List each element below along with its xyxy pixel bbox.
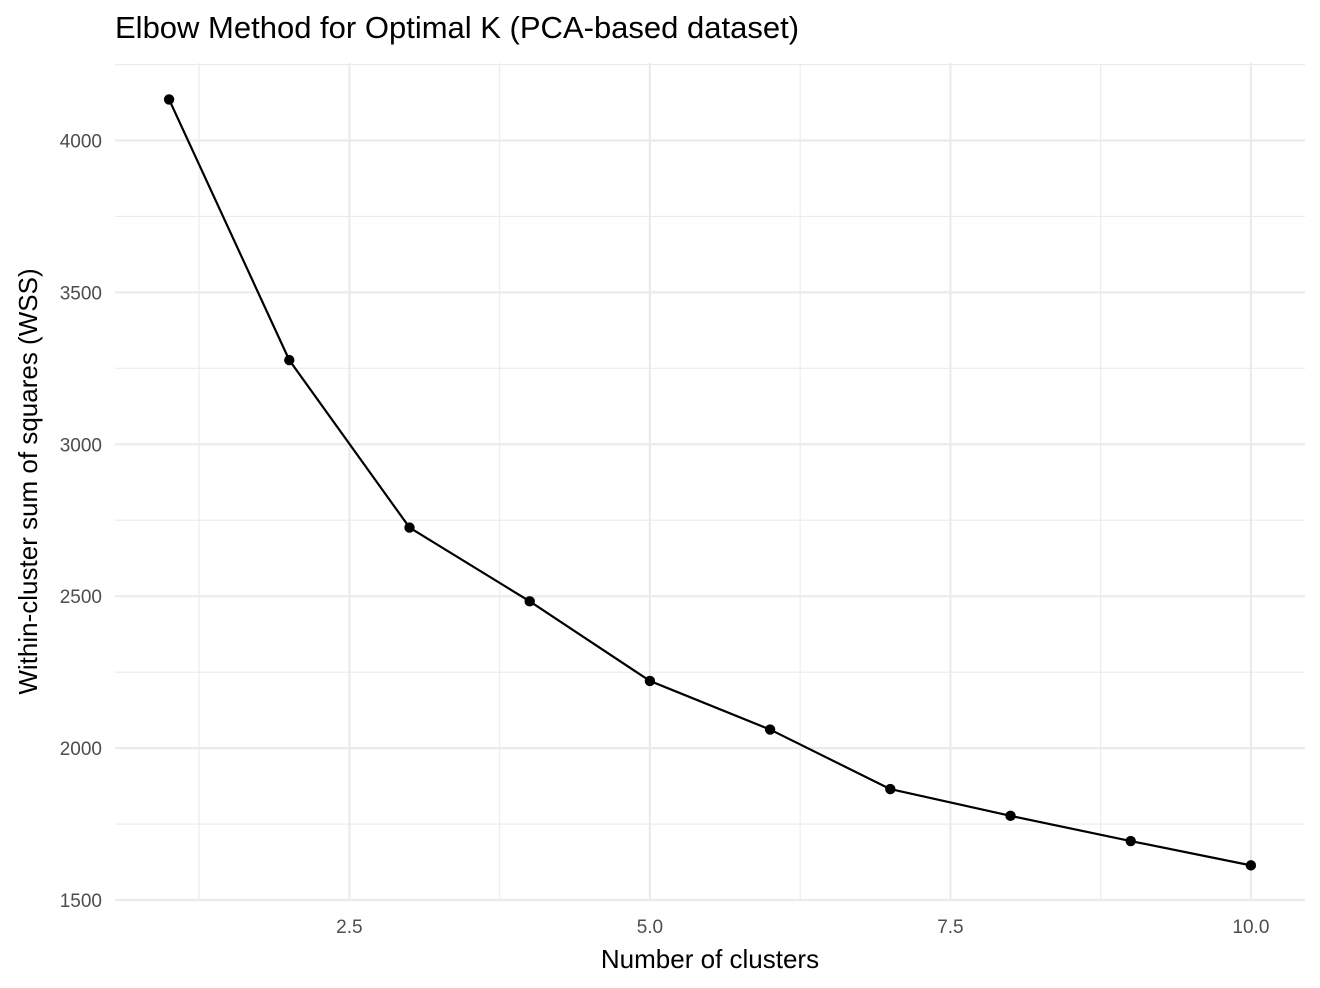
data-point bbox=[524, 596, 535, 607]
x-tick-label: 10.0 bbox=[1232, 917, 1269, 938]
data-point bbox=[1125, 835, 1136, 847]
x-tick-label: 7.5 bbox=[937, 917, 963, 938]
y-tick-label: 2000 bbox=[60, 739, 102, 760]
data-point bbox=[284, 354, 295, 366]
series-line bbox=[168, 98, 1252, 867]
x-tick-labels: 2.5 5.0 7.5 10.0 bbox=[336, 917, 1269, 938]
y-tick-labels: 1500 2000 2500 3000 3500 4000 bbox=[60, 131, 102, 912]
data-point bbox=[163, 94, 175, 105]
y-axis-title: Within-cluster sum of squares (WSS) bbox=[13, 268, 43, 694]
x-axis-title: Number of clusters bbox=[601, 944, 819, 974]
x-tick-label: 5.0 bbox=[637, 917, 663, 938]
y-tick-label: 4000 bbox=[60, 131, 102, 152]
chart-title: Elbow Method for Optimal K (PCA-based da… bbox=[115, 10, 800, 45]
data-point bbox=[1005, 810, 1016, 822]
data-point bbox=[885, 783, 896, 795]
y-tick-label: 2500 bbox=[60, 587, 102, 608]
major-gridlines bbox=[115, 63, 1305, 902]
minor-gridlines bbox=[115, 63, 1305, 900]
y-tick-label: 3500 bbox=[60, 283, 102, 304]
y-tick-label: 3000 bbox=[60, 435, 102, 456]
data-point bbox=[1245, 860, 1257, 871]
series-line-group bbox=[168, 98, 1252, 867]
data-point bbox=[764, 724, 776, 735]
data-points bbox=[163, 94, 1257, 871]
data-point bbox=[644, 675, 656, 687]
data-point bbox=[404, 522, 415, 533]
y-tick-label: 1500 bbox=[60, 891, 102, 912]
x-tick-label: 2.5 bbox=[336, 917, 362, 938]
